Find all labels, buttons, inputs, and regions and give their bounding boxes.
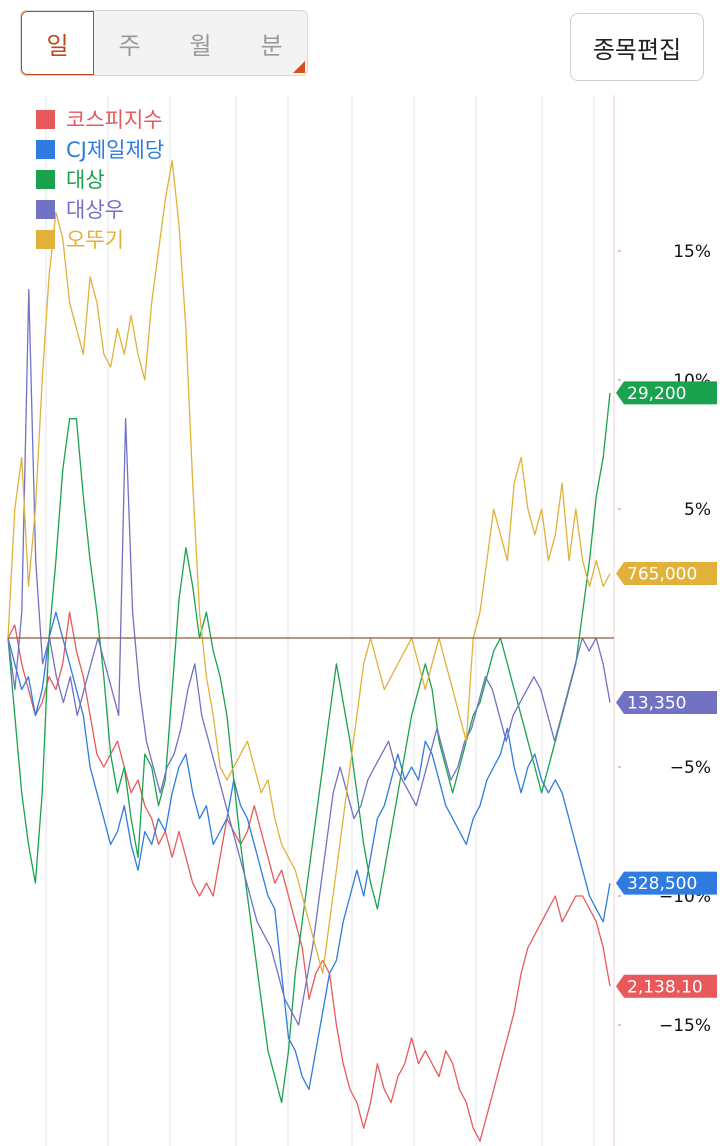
legend-item[interactable]: 코스피지수 [36,104,164,134]
legend-swatch [36,109,55,129]
legend-item[interactable]: CJ제일제당 [36,134,164,164]
y-tick-label: −5% [670,758,711,778]
last-value-label: 765,000 [627,565,697,585]
period-tab-group: 일 주 월 분 [20,10,308,76]
dropdown-corner-icon[interactable] [293,61,305,73]
chart-legend: 코스피지수 CJ제일제당 대상 대상우 오뚜기 [36,104,164,254]
series-line [7,289,611,1026]
series-line [7,160,611,975]
chart-series [7,160,614,1142]
last-value-badge: 765,000 [616,562,717,585]
tab-minute[interactable]: 분 [236,11,307,75]
tab-month[interactable]: 월 [189,31,212,60]
last-value-label: 29,200 [627,384,686,404]
last-value-badge: 13,350 [616,691,717,714]
legend-item[interactable]: 오뚜기 [36,224,164,254]
last-value-badge: 2,138.10 [616,974,717,998]
last-value-label: 2,138.10 [627,977,703,997]
legend-label: CJ제일제당 [66,138,165,162]
y-tick-label: 5% [684,500,711,520]
legend-label: 대상우 [66,198,124,222]
tab-day[interactable]: 일 [21,11,94,75]
legend-label: 오뚜기 [66,228,124,252]
tab-minute-label: 분 [260,31,283,60]
legend-item[interactable]: 대상 [36,164,164,194]
legend-swatch [36,229,55,249]
y-tick-label: −15% [659,1016,711,1036]
last-value-badge: 29,200 [616,381,717,405]
last-value-badge: 328,500 [616,871,717,895]
legend-label: 코스피지수 [66,108,163,132]
last-value-label: 328,500 [627,874,697,894]
vertical-gridlines [45,95,615,1146]
series-line [7,611,611,1091]
edit-stocks-button[interactable]: 종목편집 [570,13,704,81]
legend-label: 대상 [66,168,105,192]
legend-swatch [36,169,55,189]
legend-swatch [36,139,55,159]
y-axis: 15%10%5%−5%−10%−15% [618,242,711,1036]
legend-swatch [36,199,55,219]
comparison-line-chart[interactable]: 15%10%5%−5%−10%−15% 2,138.10328,50029,20… [0,95,720,1146]
legend-item[interactable]: 대상우 [36,194,164,224]
last-value-badges: 2,138.10 328,500 29,200 13,350 765,000 [616,381,717,998]
series-line [7,611,611,1142]
series-line [7,392,611,1104]
y-tick-label: 15% [673,242,711,262]
last-value-label: 13,350 [627,694,686,714]
tab-week[interactable]: 주 [118,31,141,60]
